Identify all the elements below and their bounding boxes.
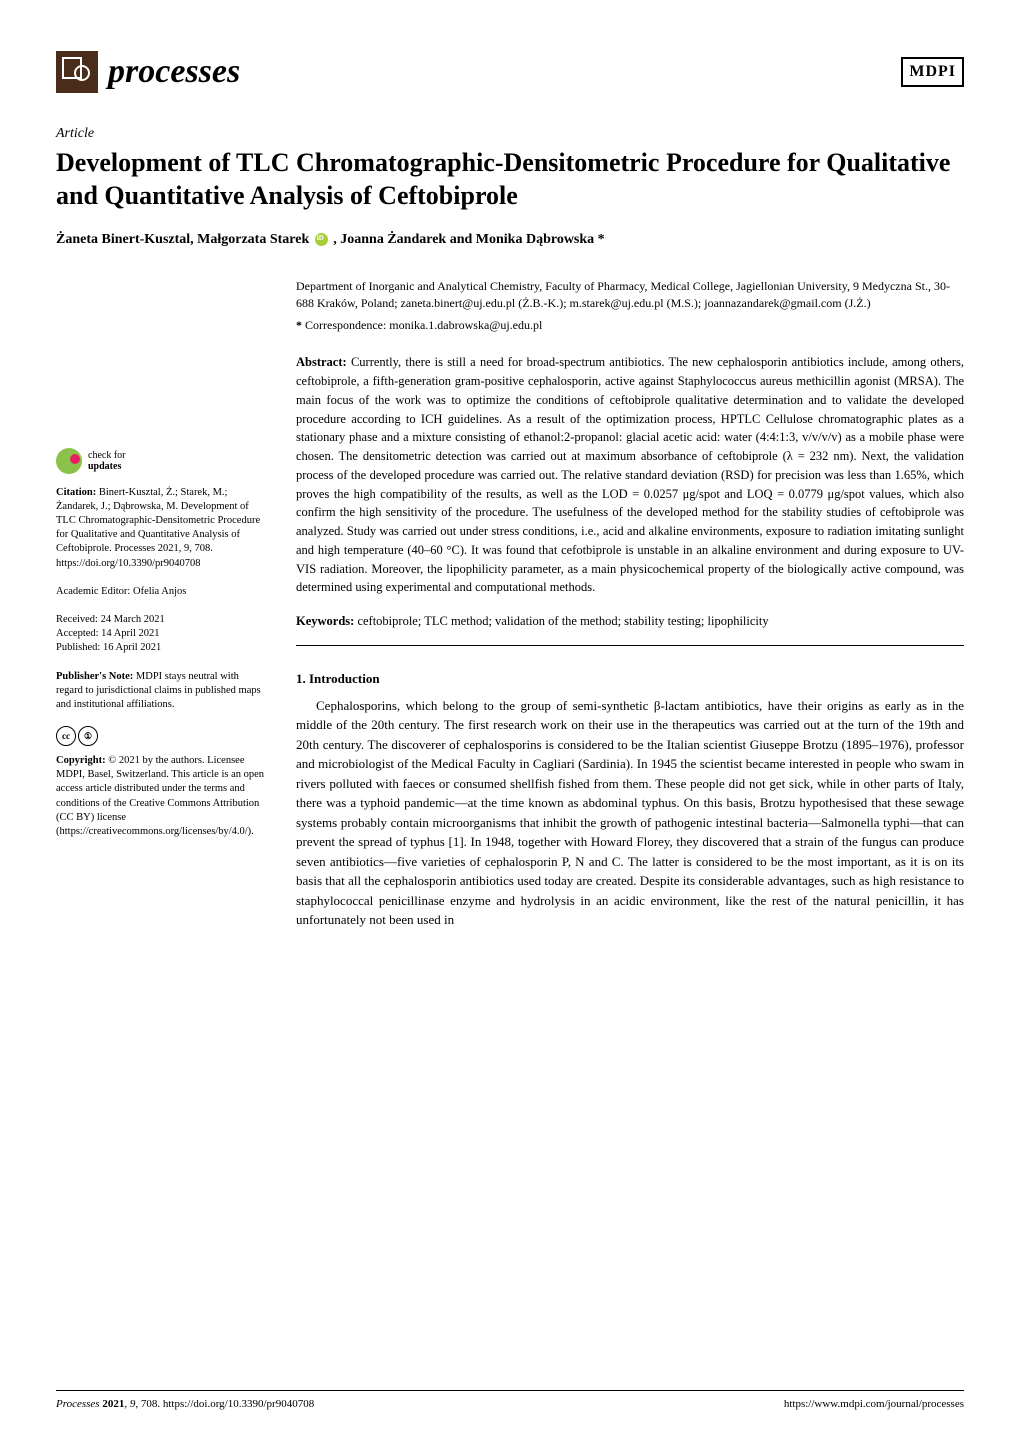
footer-right[interactable]: https://www.mdpi.com/journal/processes [784, 1397, 964, 1412]
by-icon: ① [78, 726, 98, 746]
footer-citation: 2021, 9, 708. https://doi.org/10.3390/pr… [102, 1398, 314, 1410]
accepted-date: Accepted: 14 April 2021 [56, 627, 266, 641]
sidebar: check forupdates Citation: Binert-Kuszta… [56, 278, 266, 930]
keywords: Keywords: ceftobiprole; TLC method; vali… [296, 613, 964, 631]
abstract-text: Currently, there is still a need for bro… [296, 355, 964, 594]
article-title: Development of TLC Chromatographic-Densi… [56, 147, 964, 212]
footer-journal: Processes [56, 1398, 100, 1410]
journal-name: processes [108, 48, 240, 96]
dates-block: Received: 24 March 2021 Accepted: 14 Apr… [56, 613, 266, 656]
journal-logo: processes [56, 48, 240, 96]
abstract-label: Abstract: [296, 355, 347, 369]
publisher-note-block: Publisher's Note: MDPI stays neutral wit… [56, 670, 266, 713]
copyright-block: Copyright: © 2021 by the authors. Licens… [56, 754, 266, 839]
article-type: Article [56, 124, 964, 144]
footer-left: Processes 2021, 9, 708. https://doi.org/… [56, 1397, 314, 1412]
divider [296, 645, 964, 646]
copyright-text: © 2021 by the authors. Licensee MDPI, Ba… [56, 755, 264, 837]
authors-part2: , Joanna Żandarek and Monika Dąbrowska * [333, 232, 604, 247]
citation-text: Binert-Kusztal, Ż.; Starek, M.; Żandarek… [56, 487, 260, 569]
check-updates[interactable]: check forupdates [56, 448, 266, 474]
keywords-text: ceftobiprole; TLC method; validation of … [357, 614, 768, 628]
received-date: Received: 24 March 2021 [56, 613, 266, 627]
pubnote-label: Publisher's Note: [56, 671, 133, 682]
section-1-heading: 1. Introduction [296, 670, 964, 688]
authors-part1: Żaneta Binert-Kusztal, Małgorzata Starek [56, 232, 309, 247]
check-updates-text: check forupdates [88, 450, 125, 472]
orcid-icon[interactable] [315, 233, 328, 246]
published-date: Published: 16 April 2021 [56, 641, 266, 655]
cc-badge: cc ① [56, 726, 266, 746]
affiliation: Department of Inorganic and Analytical C… [296, 278, 964, 313]
copyright-label: Copyright: [56, 755, 106, 766]
authors-line: Żaneta Binert-Kusztal, Małgorzata Starek… [56, 230, 964, 250]
abstract: Abstract: Currently, there is still a ne… [296, 353, 964, 597]
editor-name: Ofelia Anjos [133, 586, 186, 597]
correspondence-text: Correspondence: monika.1.dabrowska@uj.ed… [305, 318, 542, 332]
citation-block: Citation: Binert-Kusztal, Ż.; Starek, M.… [56, 486, 266, 571]
page-footer: Processes 2021, 9, 708. https://doi.org/… [56, 1390, 964, 1412]
page-header: processes MDPI [56, 48, 964, 96]
editor-label: Academic Editor: [56, 586, 130, 597]
editor-block: Academic Editor: Ofelia Anjos [56, 585, 266, 599]
check-updates-icon [56, 448, 82, 474]
keywords-label: Keywords: [296, 614, 354, 628]
main-content: Department of Inorganic and Analytical C… [296, 278, 964, 930]
mdpi-logo: MDPI [901, 57, 964, 87]
section-1-body: Cephalosporins, which belong to the grou… [296, 696, 964, 930]
processes-logo-icon [56, 51, 98, 93]
correspondence: * Correspondence: monika.1.dabrowska@uj.… [296, 317, 964, 334]
cc-icon: cc [56, 726, 76, 746]
correspondence-asterisk: * [296, 318, 302, 332]
citation-label: Citation: [56, 487, 96, 498]
